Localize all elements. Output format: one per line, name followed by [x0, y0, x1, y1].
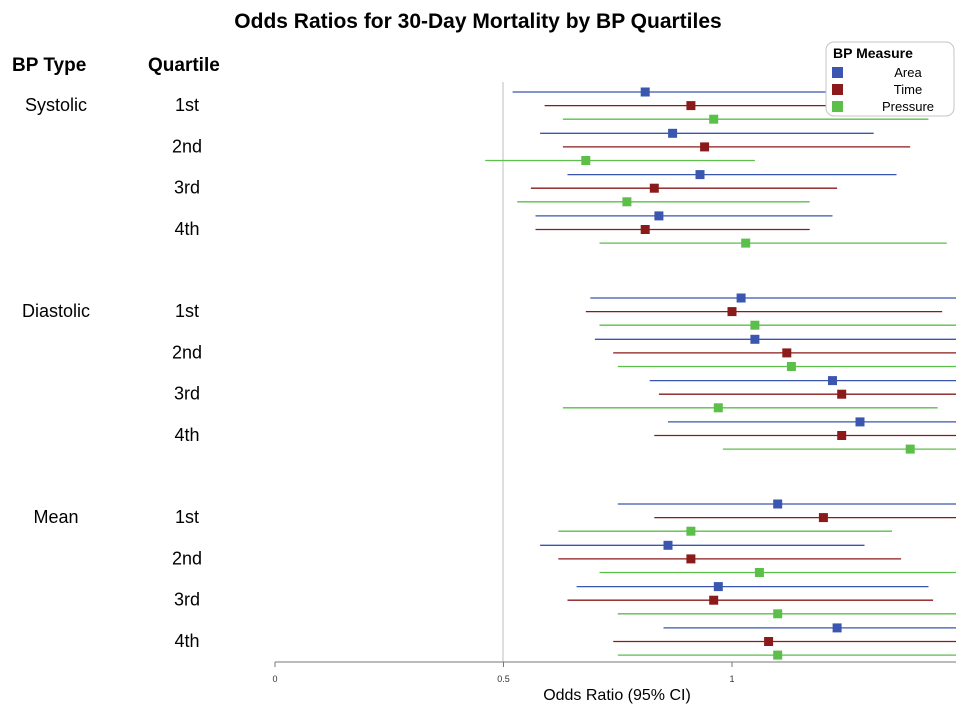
- estimate-point-pressure: [754, 568, 764, 577]
- estimate-point-area: [663, 540, 673, 550]
- bp-type-label: Mean: [33, 507, 78, 527]
- legend-swatch-time: [832, 84, 843, 95]
- quartile-header: Quartile: [148, 55, 220, 76]
- estimate-point-time: [837, 431, 847, 440]
- estimate-point-pressure: [905, 444, 915, 454]
- estimate-point-pressure: [741, 238, 751, 248]
- legend-label-time: Time: [894, 82, 922, 97]
- estimate-point-time: [709, 595, 719, 605]
- estimate-point-area: [640, 87, 650, 97]
- quartile-label: 4th: [174, 631, 199, 651]
- estimate-point-time: [686, 101, 696, 111]
- quartile-label: 3rd: [174, 384, 200, 404]
- estimate-point-pressure: [622, 197, 632, 207]
- estimate-point-time: [700, 142, 710, 152]
- legend-swatch-pressure: [832, 101, 843, 112]
- estimate-point-pressure: [750, 320, 760, 330]
- estimate-point-area: [773, 499, 783, 509]
- rows-layer: Systolic 1st 2nd 3rd 4th Diastolic 1st 2nd 3rd 4t…: [22, 87, 956, 660]
- estimate-point-pressure: [581, 156, 591, 165]
- x-axis-label: Odds Ratio (95% CI): [543, 687, 691, 704]
- estimate-point-time: [649, 183, 659, 193]
- bp-type-label: Systolic: [25, 95, 87, 115]
- estimate-point-time: [782, 348, 792, 358]
- estimate-point-time: [818, 513, 828, 523]
- estimate-point-time: [764, 637, 774, 646]
- estimate-point-area: [654, 211, 664, 221]
- estimate-point-time: [727, 307, 737, 317]
- legend-swatch-area: [832, 67, 843, 78]
- bp-type-header: BP Type: [12, 55, 86, 76]
- legend-items: Area Time Pressure: [832, 65, 934, 114]
- quartile-label: 3rd: [174, 178, 200, 198]
- x-tick-label: 1: [729, 674, 734, 684]
- estimate-point-area: [668, 128, 678, 138]
- quartile-label: 1st: [175, 507, 199, 527]
- quartile-label: 2nd: [172, 136, 202, 156]
- quartile-label: 4th: [174, 219, 199, 239]
- chart-title: Odds Ratios for 30-Day Mortality by BP Q…: [234, 10, 721, 33]
- quartile-label: 1st: [175, 301, 199, 321]
- estimate-point-pressure: [686, 526, 696, 536]
- estimate-point-area: [832, 623, 842, 633]
- estimate-point-time: [686, 554, 696, 564]
- estimate-point-area: [750, 334, 760, 344]
- estimate-point-area: [713, 582, 723, 592]
- x-ticks: 00.512: [272, 662, 735, 684]
- estimate-point-area: [736, 293, 746, 303]
- quartile-label: 3rd: [174, 590, 200, 610]
- quartile-label: 2nd: [172, 342, 202, 362]
- quartile-label: 1st: [175, 95, 199, 115]
- x-tick-label: 0.5: [497, 674, 510, 684]
- legend-box: [825, 41, 955, 117]
- legend-title: BP Measure: [833, 45, 913, 61]
- bp-type-label: Diastolic: [22, 301, 90, 321]
- x-tick-label: 0: [272, 674, 277, 684]
- quartile-label: 2nd: [172, 548, 202, 568]
- legend-label-area: Area: [894, 65, 922, 80]
- estimate-point-area: [828, 376, 837, 386]
- legend: BP Measure Area Time Pressure: [825, 41, 955, 117]
- estimate-point-pressure: [786, 362, 796, 371]
- estimate-point-pressure: [773, 650, 783, 660]
- estimate-point-time: [837, 389, 847, 399]
- estimate-point-area: [695, 170, 705, 180]
- estimate-point-pressure: [773, 609, 783, 619]
- estimate-point-time: [640, 225, 650, 234]
- quartile-label: 4th: [174, 425, 199, 445]
- estimate-point-pressure: [709, 114, 719, 124]
- estimate-point-area: [855, 417, 865, 427]
- legend-label-pressure: Pressure: [882, 99, 934, 114]
- estimate-point-pressure: [713, 403, 723, 413]
